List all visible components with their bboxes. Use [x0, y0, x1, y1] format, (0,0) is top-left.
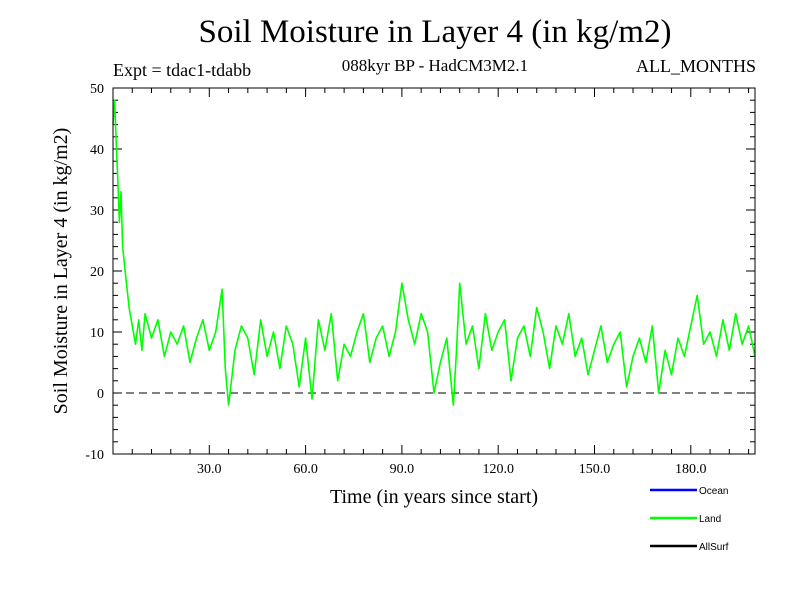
months-label: ALL_MONTHS [636, 56, 756, 76]
tick-labels: 30.0 60.0 90.0 120.0 150.0 180.0 -10 0 10 20 30 40 5… [85, 82, 706, 477]
y-tick-label: 50 [90, 82, 104, 97]
legend-label-allsurf: AllSurf [699, 542, 729, 553]
experiment-label: Expt = tdac1-tdabb [113, 60, 252, 80]
y-tick-label: 20 [90, 265, 104, 280]
x-axis-title: Time (in years since start) [330, 486, 538, 508]
chart-title: Soil Moisture in Layer 4 (in kg/m2) [198, 14, 672, 50]
x-tick-label: 60.0 [293, 462, 318, 477]
y-tick-label: 30 [90, 204, 104, 219]
x-tick-label: 90.0 [390, 462, 415, 477]
plot-frame [112, 87, 756, 455]
plot-series [112, 99, 756, 407]
y-axis-title: Soil Moisture in Layer 4 (in kg/m2) [50, 128, 72, 415]
axis-ticks [113, 87, 755, 455]
legend: Ocean Land AllSurf [650, 486, 729, 553]
y-tick-label: 40 [90, 143, 104, 158]
y-tick-label: -10 [85, 448, 104, 463]
y-tick-label: 0 [97, 387, 104, 402]
x-tick-label: 30.0 [197, 462, 222, 477]
y-tick-label: 10 [90, 326, 104, 341]
x-tick-label: 120.0 [482, 462, 514, 477]
chart-subtitle: 088kyr BP - HadCM3M2.1 [341, 56, 529, 75]
legend-label-land: Land [699, 514, 721, 525]
series-line-land [112, 99, 756, 407]
x-tick-label: 150.0 [579, 462, 611, 477]
x-tick-label: 180.0 [675, 462, 707, 477]
legend-label-ocean: Ocean [699, 486, 728, 497]
